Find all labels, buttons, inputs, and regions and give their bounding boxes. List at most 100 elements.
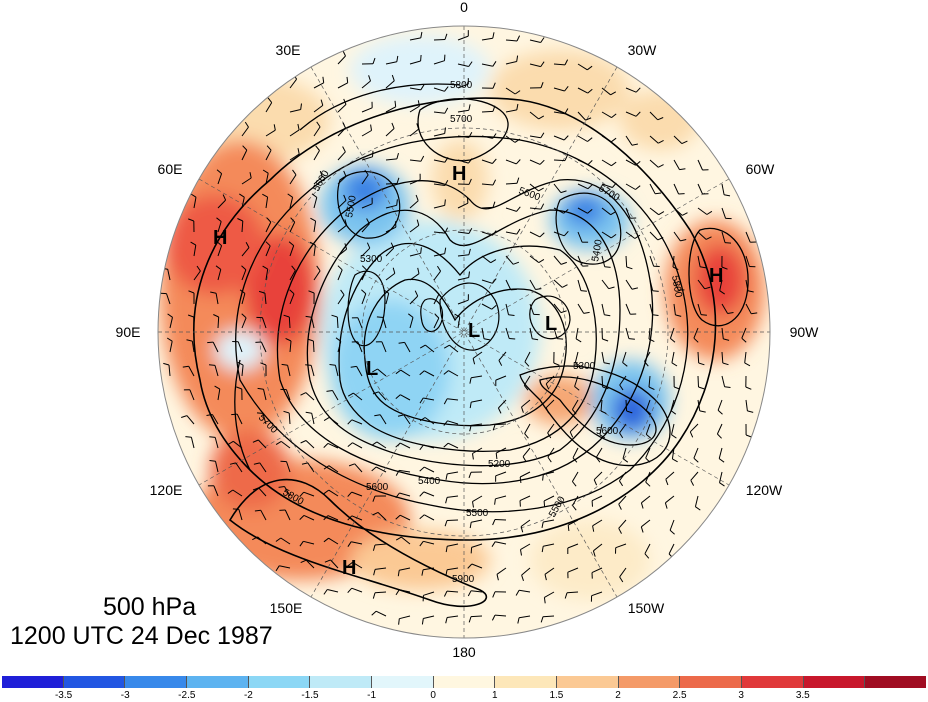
wind-barb xyxy=(553,279,563,288)
high-center-marker: H xyxy=(709,265,723,287)
wind-barb-flag xyxy=(291,265,296,271)
wind-barb-flag xyxy=(539,159,545,165)
wind-barb xyxy=(265,269,269,281)
wind-barb-flag xyxy=(492,278,497,284)
wind-barb-flag xyxy=(540,61,545,67)
wind-barb-flag xyxy=(252,487,259,491)
wind-barb-flag xyxy=(347,541,352,547)
wind-barb-flag xyxy=(611,233,617,239)
wind-barb-flag xyxy=(443,370,449,375)
wind-barb xyxy=(241,269,247,281)
wind-barb-flag xyxy=(645,457,651,463)
wind-barb xyxy=(591,591,603,597)
wind-barb-flag xyxy=(514,90,521,95)
wind-barb-flag xyxy=(443,420,448,426)
wind-barb-flag xyxy=(644,361,649,367)
wind-barb-flag xyxy=(510,288,517,291)
wind-barb xyxy=(718,447,723,459)
wind-barb xyxy=(529,231,541,238)
wind-barb-flag xyxy=(592,525,595,532)
wind-barb xyxy=(649,207,660,216)
wind-barb-flag xyxy=(618,528,622,534)
wind-barb-flag xyxy=(444,107,449,114)
wind-barb-flag xyxy=(538,115,545,120)
wind-barb xyxy=(351,419,363,425)
wind-barb-flag xyxy=(242,145,248,151)
colorbar-swatch xyxy=(803,676,866,688)
wind-barb xyxy=(472,351,483,359)
wind-barb xyxy=(385,247,395,257)
wind-barb xyxy=(693,327,699,339)
wind-barb-flag xyxy=(587,160,593,165)
wind-barb xyxy=(671,447,675,459)
contour-label: 5700 xyxy=(450,114,473,125)
wind-barb-flag xyxy=(719,290,725,295)
wind-barb-flag xyxy=(524,433,529,439)
wind-barb xyxy=(313,270,321,281)
wind-barb xyxy=(289,109,301,113)
wind-barb xyxy=(289,78,298,89)
wind-barb-flag xyxy=(595,457,601,463)
wind-barb xyxy=(260,341,267,353)
wind-barb-flag xyxy=(207,341,214,344)
wind-barb-flag xyxy=(492,133,497,139)
wind-barb xyxy=(571,471,579,482)
wind-barb-flag xyxy=(564,85,569,92)
wind-barb-flag xyxy=(329,364,336,366)
wind-barb-flag xyxy=(371,466,377,472)
wind-barb xyxy=(625,327,630,339)
wind-barb xyxy=(289,174,297,185)
wind-barb-flag xyxy=(213,314,219,318)
wind-barb-flag xyxy=(514,138,521,143)
colorbar-swatch xyxy=(495,676,558,688)
wind-barb xyxy=(553,255,562,265)
wind-barb-flag xyxy=(681,140,688,145)
wind-barb-flag xyxy=(468,271,470,278)
wind-barb xyxy=(471,563,483,569)
wind-barb xyxy=(352,561,363,569)
wind-barb xyxy=(471,519,483,523)
wind-barb-flag xyxy=(237,218,244,222)
wind-barb-flag xyxy=(305,364,312,366)
wind-barb-flag xyxy=(397,414,404,417)
wind-barb xyxy=(649,183,656,194)
wind-barb xyxy=(289,129,300,137)
wind-barb xyxy=(618,519,627,529)
map-boundary xyxy=(157,25,771,639)
wind-barb xyxy=(447,495,459,498)
wind-barb-flag xyxy=(297,148,300,155)
wind-barb-flag xyxy=(347,587,353,594)
wind-barb-flag xyxy=(340,289,345,296)
wind-barb-flag xyxy=(323,515,329,521)
wind-barb xyxy=(721,351,724,364)
wind-barb-flag xyxy=(347,515,353,521)
wind-barb xyxy=(385,158,397,161)
wind-barb-flag xyxy=(723,338,730,341)
wind-barb xyxy=(211,414,219,425)
wind-barb xyxy=(721,375,726,387)
wind-barb-flag xyxy=(674,386,681,390)
wind-barb xyxy=(351,491,363,497)
wind-barb-flag xyxy=(407,313,414,318)
wind-barb-flag xyxy=(564,108,569,114)
wind-barb xyxy=(328,416,339,425)
colorbar-label: 2 xyxy=(615,690,621,701)
wind-barb xyxy=(385,128,395,137)
wind-barb xyxy=(625,231,636,239)
wind-barb xyxy=(232,440,243,449)
wind-barb xyxy=(601,303,605,315)
wind-barb-flag xyxy=(698,362,705,366)
colorbar-label: 3.5 xyxy=(795,690,810,701)
wind-barb xyxy=(543,471,555,476)
wind-barb xyxy=(529,279,536,290)
wind-barb-flag xyxy=(635,111,641,117)
wind-barb-flag xyxy=(215,265,222,270)
wind-barb xyxy=(409,295,419,305)
wind-barb xyxy=(305,559,315,569)
wind-barb-flag xyxy=(372,57,376,64)
wind-barb xyxy=(382,317,387,329)
wind-barb-flag xyxy=(392,267,396,274)
wind-barb-flag xyxy=(216,241,222,246)
wind-barb-flag xyxy=(563,209,569,214)
wind-barb xyxy=(577,111,586,121)
